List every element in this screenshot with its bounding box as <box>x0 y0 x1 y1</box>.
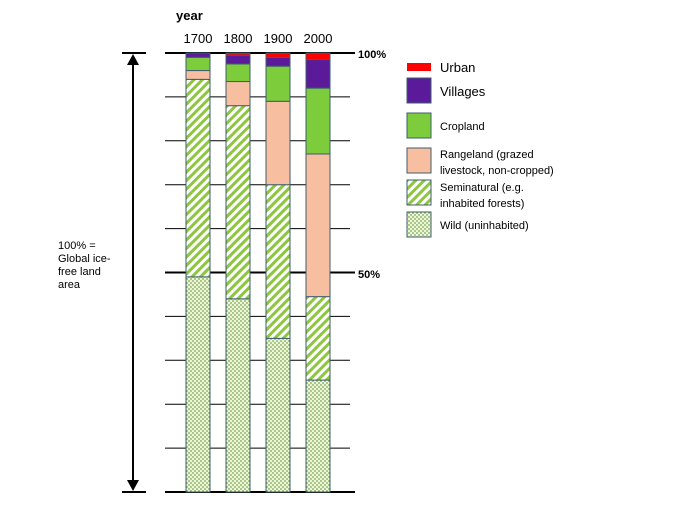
arrow-down-icon <box>127 480 139 491</box>
bar-wild-1800 <box>225 298 251 493</box>
bar-crop-1900 <box>265 65 291 102</box>
bar-villages-1900 <box>265 56 291 67</box>
legend-swatch-urban <box>407 63 431 71</box>
bar-semi-1800 <box>225 105 251 300</box>
axes <box>122 52 146 493</box>
bars <box>185 52 331 493</box>
legend-label-wild: Wild (uninhabited) <box>440 220 529 232</box>
legend-label-semi: Seminatural (e.g. <box>440 182 524 194</box>
legend-swatch-crop <box>406 112 432 139</box>
legend-label-urban: Urban <box>440 60 475 75</box>
x-tick-1900: 1900 <box>264 31 293 46</box>
legend-label-range: Rangeland (grazed <box>440 149 534 161</box>
x-tick-1700: 1700 <box>184 31 213 46</box>
bar-villages-1800 <box>225 54 251 65</box>
x-tick-1800: 1800 <box>224 31 253 46</box>
bar-semi-1900 <box>265 184 291 339</box>
bar-villages-1700 <box>185 52 211 58</box>
bar-villages-2000 <box>305 59 331 89</box>
legend-swatch-range <box>406 147 432 174</box>
bar-urban-1800 <box>225 52 251 56</box>
legend-label-crop: Cropland <box>440 121 485 133</box>
legend-swatch-villages <box>406 77 432 104</box>
bar-wild-2000 <box>305 379 331 493</box>
bar-range-1700 <box>185 70 211 80</box>
legend-label-villages: Villages <box>440 84 486 99</box>
bar-semi-1700 <box>185 78 211 278</box>
bar-range-1800 <box>225 81 251 107</box>
arrow-up-icon <box>127 54 139 65</box>
bar-range-2000 <box>305 153 331 298</box>
side-annotation-line: Global ice- <box>58 253 111 265</box>
side-annotation-line: area <box>58 279 81 291</box>
legend-label-range: livestock, non-cropped) <box>440 165 554 177</box>
bar-semi-2000 <box>305 296 331 381</box>
legend-swatch-wild <box>406 211 432 238</box>
bar-wild-1900 <box>265 337 291 493</box>
legend-label-semi: inhabited forests) <box>440 198 524 210</box>
y-tick-100: 100% <box>358 49 386 61</box>
bar-crop-2000 <box>305 87 331 155</box>
y-tick-50: 50% <box>358 269 380 281</box>
side-annotation: 100% = Global ice- free land area <box>58 240 128 292</box>
bar-wild-1700 <box>185 276 211 493</box>
x-tick-labels: 1700 1800 1900 2000 <box>184 31 333 46</box>
bar-crop-1700 <box>185 56 211 72</box>
bar-crop-1800 <box>225 63 251 83</box>
bar-range-1900 <box>265 100 291 186</box>
side-annotation-line: free land <box>58 266 101 278</box>
x-tick-2000: 2000 <box>304 31 333 46</box>
bar-urban-1900 <box>265 52 291 58</box>
legend-swatch-semi <box>406 179 432 206</box>
legend: Urban Villages Cropland Rangeland (grazed li… <box>406 60 554 238</box>
x-axis-title: year <box>176 8 203 23</box>
bar-urban-2000 <box>305 52 331 61</box>
side-annotation-line: 100% = <box>58 240 96 252</box>
